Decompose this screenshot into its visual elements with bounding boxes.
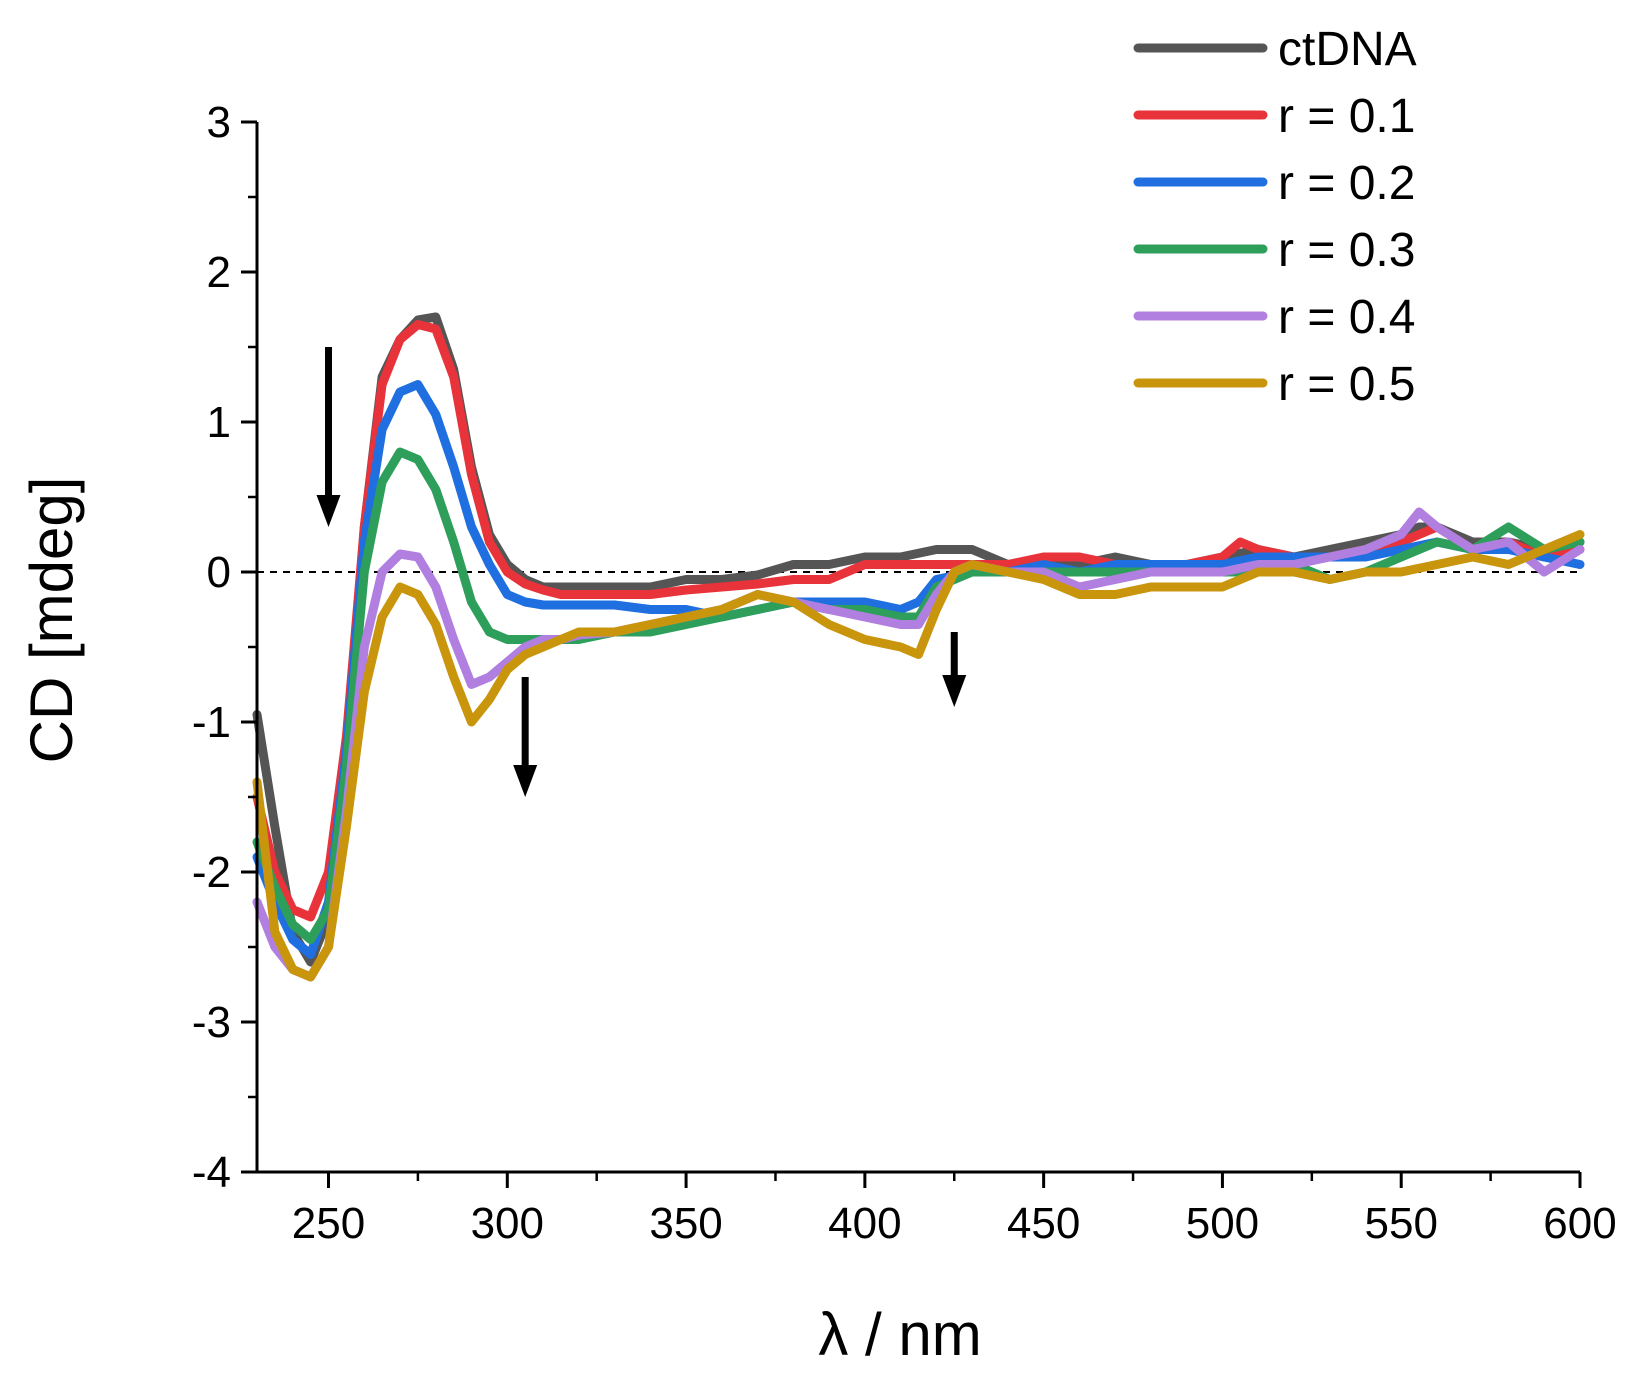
y-tick-label: 2 [207, 248, 231, 297]
legend-item: ctDNA [1133, 23, 1417, 76]
x-tick-label: 550 [1365, 1199, 1438, 1248]
y-tick-label: 1 [207, 398, 231, 447]
legend-item: r = 0.5 [1133, 358, 1415, 411]
trend-arrow-head [942, 675, 967, 707]
y-tick-label: -4 [192, 1148, 231, 1197]
legend-label: r = 0.5 [1278, 358, 1415, 411]
legend-label: r = 0.4 [1278, 291, 1415, 344]
x-tick-label: 400 [828, 1199, 901, 1248]
x-tick-label: 450 [1007, 1199, 1080, 1248]
legend-label: r = 0.3 [1278, 224, 1415, 277]
x-tick-label: 250 [292, 1199, 365, 1248]
y-tick-label: -2 [192, 848, 231, 897]
y-tick-label: 0 [207, 548, 231, 597]
trend-arrow [513, 677, 538, 797]
legend-item: r = 0.2 [1133, 157, 1415, 210]
y-axis-title: CD [mdeg] [18, 477, 85, 764]
series-line-5 [252, 530, 1585, 982]
x-tick-label: 600 [1543, 1199, 1616, 1248]
y-tick-label: 3 [207, 98, 231, 147]
x-tick-label: 350 [649, 1199, 722, 1248]
y-tick-label: -3 [192, 998, 231, 1047]
trend-arrow-head [316, 495, 341, 527]
legend-item: r = 0.4 [1133, 291, 1415, 344]
trend-arrow [316, 347, 341, 527]
legend-label: ctDNA [1278, 23, 1417, 76]
x-axis-title: λ / nm [818, 1301, 981, 1368]
x-tick-label: 300 [471, 1199, 544, 1248]
legend-item: r = 0.3 [1133, 224, 1415, 277]
trend-arrow-head [513, 765, 538, 797]
legend-label: r = 0.2 [1278, 157, 1415, 210]
trend-arrow [942, 632, 967, 707]
series-line-4 [252, 507, 1585, 982]
series-line-3 [252, 447, 1585, 944]
legend-item: r = 0.1 [1133, 90, 1415, 143]
x-tick-label: 500 [1186, 1199, 1259, 1248]
legend-label: r = 0.1 [1278, 90, 1415, 143]
y-tick-label: -1 [192, 698, 231, 747]
